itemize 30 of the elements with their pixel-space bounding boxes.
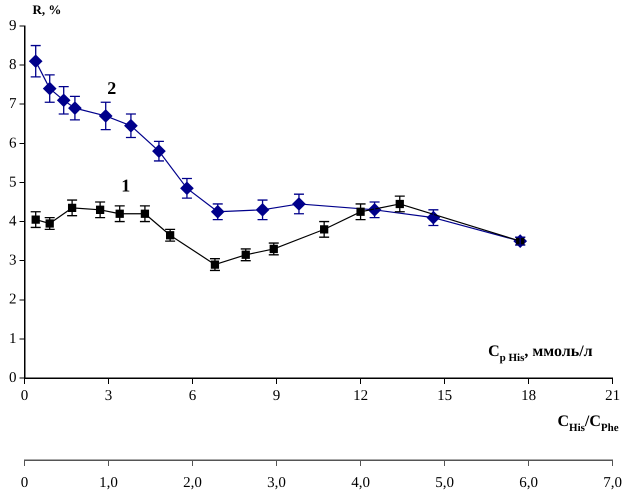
x2-tick-label: 7,0 xyxy=(603,474,622,491)
x2-tick-label: 3,0 xyxy=(267,474,286,491)
x-tick-label: 9 xyxy=(272,388,280,404)
y-tick-label: 6 xyxy=(9,135,17,152)
y-tick-label: 4 xyxy=(9,213,17,230)
x2-tick-label: 4,0 xyxy=(351,474,370,491)
x-tick-label: 21 xyxy=(605,388,620,404)
y-tick-label: 0 xyxy=(9,370,16,386)
x2-tick-label: 6,0 xyxy=(519,474,538,491)
x-tick-label: 15 xyxy=(437,388,452,404)
x2-tick-label: 0 xyxy=(20,474,28,491)
x-tick-label: 12 xyxy=(353,388,368,404)
series-label: 1 xyxy=(121,176,130,196)
series-label: 2 xyxy=(107,78,116,98)
y-tick-label: 9 xyxy=(9,18,16,34)
y-tick-label: 5 xyxy=(9,174,16,190)
x2-tick-label: 5,0 xyxy=(435,474,454,491)
x2-tick-label: 1,0 xyxy=(99,474,118,491)
y-axis-title: R, % xyxy=(32,2,62,17)
x-tick-label: 6 xyxy=(188,388,197,404)
y-tick-label: 1 xyxy=(9,330,16,347)
x-tick-label: 0 xyxy=(20,388,28,404)
y-tick-label: 2 xyxy=(9,292,16,308)
x-tick-label: 3 xyxy=(104,388,112,404)
y-tick-label: 7 xyxy=(9,96,17,112)
x-tick-label: 18 xyxy=(521,388,536,404)
y-tick-label: 8 xyxy=(9,57,16,74)
x2-tick-label: 2,0 xyxy=(183,474,202,491)
y-tick-label: 3 xyxy=(9,252,16,269)
point xyxy=(124,119,138,132)
